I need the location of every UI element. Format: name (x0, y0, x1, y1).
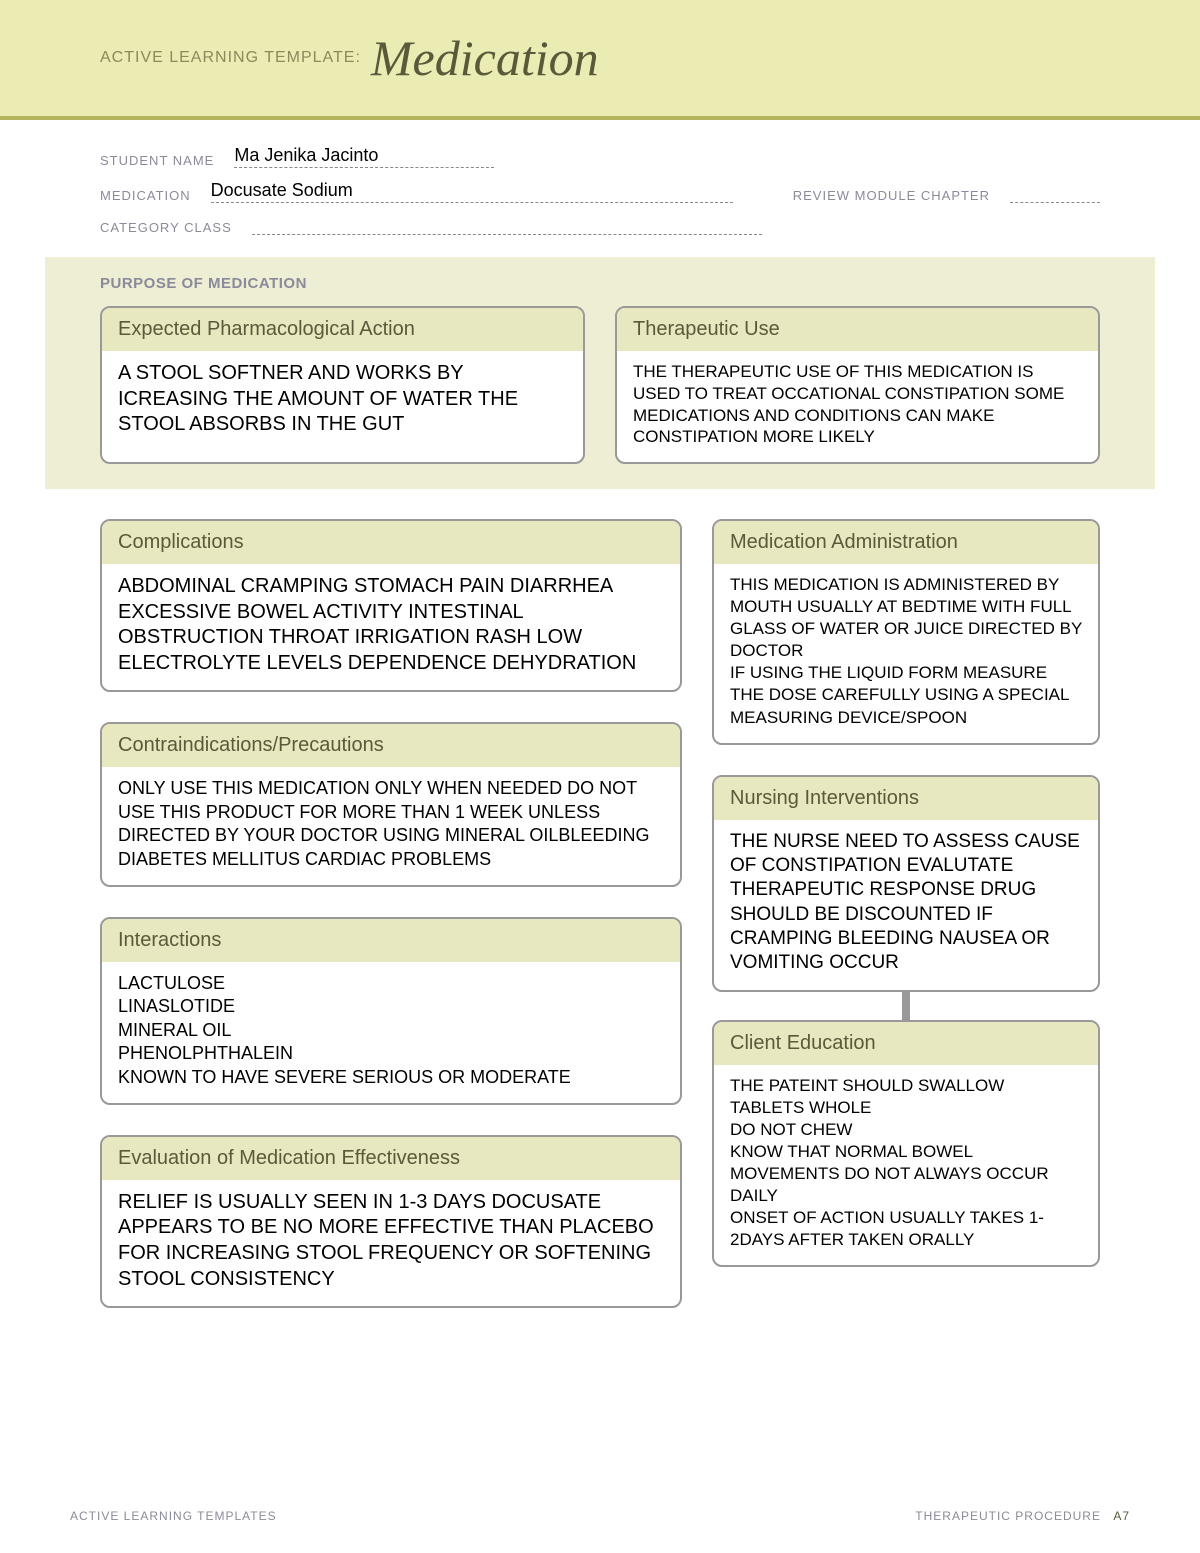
therapeutic-card: Therapeutic Use THE THERAPEUTIC USE OF T… (615, 306, 1100, 464)
complications-body: ABDOMINAL CRAMPING STOMACH PAIN DIARRHEA… (102, 564, 680, 690)
category-row: CATEGORY CLASS (100, 215, 1100, 235)
pharm-body: A STOOL SOFTNER AND WORKS BY ICREASING T… (102, 351, 583, 452)
evaluation-card: Evaluation of Medication Effectiveness R… (100, 1135, 682, 1308)
admin-title: Medication Administration (714, 521, 1098, 564)
header-prefix: ACTIVE LEARNING TEMPLATE: (100, 49, 361, 67)
medication-label: MEDICATION (100, 188, 191, 203)
evaluation-title: Evaluation of Medication Effectiveness (102, 1137, 680, 1180)
purpose-block: PURPOSE OF MEDICATION Expected Pharmacol… (45, 257, 1155, 489)
header-band: ACTIVE LEARNING TEMPLATE: Medication (0, 0, 1200, 120)
admin-card: Medication Administration THIS MEDICATIO… (712, 519, 1100, 745)
nursing-card: Nursing Interventions THE NURSE NEED TO … (712, 775, 1100, 992)
review-value (1010, 183, 1100, 203)
interactions-body: LACTULOSE LINASLOTIDE MINERAL OIL PHENOL… (102, 962, 680, 1103)
nursing-body: THE NURSE NEED TO ASSESS CAUSE OF CONSTI… (714, 820, 1098, 990)
right-column: Medication Administration THIS MEDICATIO… (712, 519, 1100, 1308)
client-title: Client Education (714, 1022, 1098, 1065)
purpose-title: PURPOSE OF MEDICATION (70, 275, 1130, 292)
admin-body: THIS MEDICATION IS ADMINISTERED BY MOUTH… (714, 564, 1098, 743)
header-title: Medication (371, 29, 599, 87)
evaluation-body: RELIEF IS USUALLY SEEN IN 1-3 DAYS DOCUS… (102, 1180, 680, 1306)
student-value: Ma Jenika Jacinto (234, 145, 494, 168)
student-row: STUDENT NAME Ma Jenika Jacinto (100, 145, 1100, 168)
client-body: THE PATEINT SHOULD SWALLOW TABLETS WHOLE… (714, 1065, 1098, 1266)
contra-body: ONLY USE THIS MEDICATION ONLY WHEN NEEDE… (102, 767, 680, 885)
interactions-card: Interactions LACTULOSE LINASLOTIDE MINER… (100, 917, 682, 1105)
pharm-title: Expected Pharmacological Action (102, 308, 583, 351)
footer-right: THERAPEUTIC PROCEDURE A7 (915, 1509, 1130, 1523)
contra-title: Contraindications/Precautions (102, 724, 680, 767)
student-label: STUDENT NAME (100, 153, 214, 168)
category-value (252, 215, 762, 235)
interactions-title: Interactions (102, 919, 680, 962)
pharm-card: Expected Pharmacological Action A STOOL … (100, 306, 585, 464)
therapeutic-title: Therapeutic Use (617, 308, 1098, 351)
category-label: CATEGORY CLASS (100, 220, 232, 235)
footer-left: ACTIVE LEARNING TEMPLATES (70, 1509, 277, 1523)
footer: ACTIVE LEARNING TEMPLATES THERAPEUTIC PR… (0, 1509, 1200, 1523)
complications-title: Complications (102, 521, 680, 564)
medication-value: Docusate Sodium (211, 180, 733, 203)
contra-card: Contraindications/Precautions ONLY USE T… (100, 722, 682, 887)
connector-line (902, 992, 910, 1020)
medication-row: MEDICATION Docusate Sodium REVIEW MODULE… (100, 180, 1100, 203)
review-label: REVIEW MODULE CHAPTER (793, 188, 990, 203)
complications-card: Complications ABDOMINAL CRAMPING STOMACH… (100, 519, 682, 692)
left-column: Complications ABDOMINAL CRAMPING STOMACH… (100, 519, 682, 1308)
therapeutic-body: THE THERAPEUTIC USE OF THIS MEDICATION I… (617, 351, 1098, 462)
form-area: STUDENT NAME Ma Jenika Jacinto MEDICATIO… (0, 120, 1200, 257)
nursing-title: Nursing Interventions (714, 777, 1098, 820)
client-card: Client Education THE PATEINT SHOULD SWAL… (712, 1020, 1100, 1268)
purpose-row: Expected Pharmacological Action A STOOL … (70, 306, 1130, 464)
main-columns: Complications ABDOMINAL CRAMPING STOMACH… (0, 489, 1200, 1308)
